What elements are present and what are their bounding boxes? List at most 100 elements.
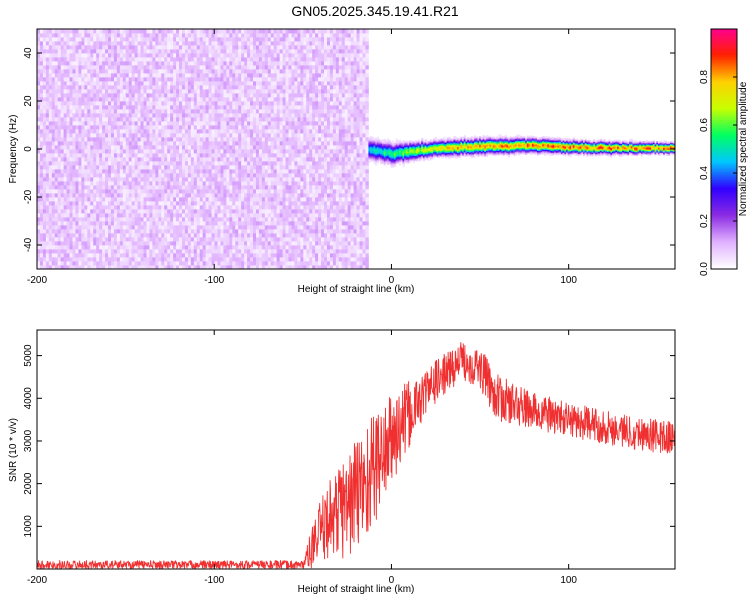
heatmap-cell (84, 237, 88, 242)
heatmap-cell (196, 145, 201, 150)
heatmap-cell (113, 225, 118, 230)
heatmap-cell (110, 49, 115, 54)
heatmap-cell (60, 209, 65, 214)
heatmap-cell (45, 209, 50, 214)
heatmap-cell (39, 101, 44, 106)
heatmap-cell (279, 229, 283, 234)
heatmap-cell (273, 125, 278, 130)
heatmap-cell (51, 257, 56, 262)
heatmap-cell (37, 217, 41, 222)
heatmap-cell (190, 221, 195, 226)
heatmap-cell (42, 229, 47, 234)
heatmap-cell (99, 265, 103, 270)
heatmap-cell (258, 257, 263, 262)
heatmap-cell (37, 221, 41, 226)
heatmap-cell (105, 73, 109, 78)
heatmap-cell (60, 153, 65, 158)
heatmap-cell (146, 153, 150, 158)
heatmap-cell (39, 37, 44, 42)
heatmap-cell (241, 81, 245, 86)
heatmap-cell (69, 141, 73, 146)
heatmap-cell (267, 185, 272, 190)
heatmap-cell (181, 217, 186, 222)
heatmap-cell (96, 113, 100, 118)
heatmap-cell (45, 221, 50, 226)
heatmap-cell (108, 113, 112, 118)
heatmap-cell (181, 149, 186, 154)
heatmap-cell (137, 137, 141, 142)
heatmap-cell (253, 149, 257, 154)
heatmap-cell (78, 265, 82, 270)
heatmap-cell (176, 149, 180, 154)
heatmap-cell (90, 153, 94, 158)
heatmap-cell (258, 57, 263, 62)
heatmap-cell (208, 41, 212, 46)
heatmap-cell (238, 133, 242, 138)
heatmap-cell (63, 97, 67, 102)
heatmap-cell (214, 97, 218, 102)
heatmap-cell (170, 209, 174, 214)
heatmap-cell (264, 245, 269, 250)
heatmap-cell (241, 157, 245, 162)
heatmap-cell (187, 57, 192, 62)
heatmap-cell (54, 77, 59, 82)
heatmap-cell (241, 209, 245, 214)
heatmap-cell (90, 149, 94, 154)
heatmap-cell (113, 245, 118, 250)
heatmap-cell (99, 197, 103, 202)
heatmap-cell (205, 129, 210, 134)
heatmap-cell (161, 45, 165, 50)
heatmap-cell (250, 173, 254, 178)
heatmap-cell (255, 201, 260, 206)
heatmap-cell (238, 129, 242, 134)
heatmap-cell (75, 169, 79, 174)
heatmap-cell (96, 189, 100, 194)
heatmap-cell (131, 85, 136, 90)
heatmap-cell (116, 153, 121, 158)
heatmap-cell (75, 81, 79, 86)
heatmap-cell (273, 225, 278, 230)
heatmap-cell (211, 85, 215, 90)
heatmap-cell (205, 37, 210, 42)
heatmap-cell (96, 73, 100, 78)
heatmap-cell (235, 181, 239, 186)
heatmap-cell (167, 69, 171, 74)
heatmap-cell (211, 137, 215, 142)
heatmap-cell (161, 101, 165, 106)
heatmap-cell (113, 137, 118, 142)
heatmap-cell (134, 237, 139, 242)
heatmap-cell (258, 125, 263, 130)
heatmap-cell (99, 225, 103, 230)
heatmap-cell (39, 189, 44, 194)
heatmap-cell (199, 89, 204, 94)
heatmap-cell (128, 89, 133, 94)
heatmap-cell (63, 113, 67, 118)
heatmap-cell (37, 89, 41, 94)
heatmap-cell (247, 245, 251, 250)
heatmap-cell (51, 137, 56, 142)
heatmap-cell (250, 53, 254, 58)
heatmap-cell (279, 189, 283, 194)
heatmap-cell (158, 221, 162, 226)
heatmap-cell (164, 221, 168, 226)
heatmap-cell (226, 237, 230, 242)
heatmap-cell (276, 253, 281, 258)
heatmap-cell (66, 257, 70, 262)
heatmap-cell (235, 229, 239, 234)
heatmap-cell (75, 201, 79, 206)
heatmap-cell (217, 137, 221, 142)
heatmap-cell (164, 141, 168, 146)
heatmap-cell (167, 233, 171, 238)
heatmap-cell (241, 173, 245, 178)
heatmap-cell (158, 117, 162, 122)
heatmap-cell (173, 133, 177, 138)
heatmap-cell (179, 197, 183, 202)
heatmap-cell (122, 201, 127, 206)
heatmap-cell (57, 69, 62, 74)
heatmap-cell (258, 217, 263, 222)
heatmap-cell (39, 161, 44, 166)
heatmap-cell (223, 101, 227, 106)
heatmap-cell (270, 241, 275, 246)
heatmap-cell (187, 141, 192, 146)
heatmap-cell (179, 189, 183, 194)
